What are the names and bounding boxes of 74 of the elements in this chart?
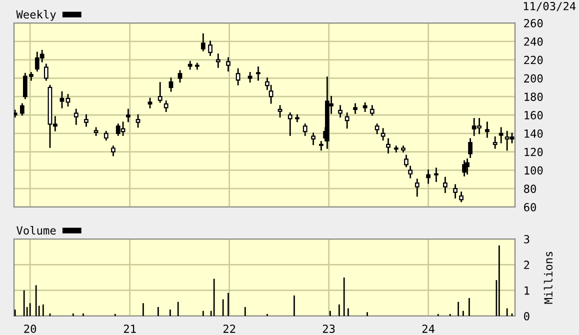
candlestick: [465, 158, 470, 175]
candlestick: [485, 122, 490, 138]
candlestick: [408, 166, 413, 178]
candlestick: [370, 105, 374, 116]
candlestick: [226, 57, 230, 72]
y-tick-label: 240: [524, 37, 543, 46]
candlestick: [380, 128, 386, 141]
candlestick: [111, 146, 116, 156]
x-tick-label: 23: [322, 324, 335, 333]
candlestick: [200, 33, 206, 52]
candlestick: [353, 103, 358, 114]
candlestick: [66, 94, 70, 106]
candlestick: [148, 98, 152, 108]
candlestick: [386, 138, 390, 154]
candlestick: [248, 72, 252, 83]
y-tick-label: 180: [524, 92, 543, 102]
y-tick-label: 3: [524, 235, 530, 244]
y-axis-title: Millions: [544, 252, 553, 304]
legend-label: Volume: [16, 226, 56, 235]
candlestick: [443, 176, 448, 193]
y-tick-label: 80: [524, 184, 536, 194]
candlestick: [434, 168, 438, 182]
candlestick: [20, 103, 24, 116]
candlestick: [459, 192, 464, 202]
candlestick: [236, 68, 240, 86]
candlestick: [74, 108, 78, 125]
candlestick: [311, 132, 316, 146]
candlestick: [468, 138, 472, 158]
y-tick-label: 1: [524, 286, 530, 295]
candlestick: [462, 160, 466, 176]
candlestick: [268, 84, 274, 104]
candlestick: [295, 114, 300, 122]
candlestick: [158, 82, 162, 103]
candlestick: [278, 105, 282, 118]
candlestick: [302, 124, 308, 136]
candlestick: [126, 108, 130, 122]
y-tick-label: 0: [524, 312, 530, 320]
y-tick-label: 220: [524, 56, 543, 64]
candlestick: [344, 112, 350, 129]
y-tick-label: 2: [524, 260, 530, 269]
legend-label: Weekly: [16, 10, 56, 21]
y-tick-label: 100: [524, 166, 543, 175]
candlestick: [374, 124, 380, 134]
candlestick: [136, 114, 140, 128]
candlestick: [338, 105, 342, 118]
y-tick-label: 200: [524, 74, 543, 83]
y-tick-label: 120: [524, 148, 543, 156]
candlestick: [44, 64, 48, 81]
candlestick: [60, 91, 64, 108]
candlestick: [453, 184, 458, 198]
x-tick-label: 24: [422, 324, 434, 333]
candlestick: [414, 178, 420, 197]
y-tick-label: 140: [524, 129, 543, 138]
y-tick-label: 160: [524, 111, 543, 120]
x-tick-label: 20: [24, 324, 36, 333]
candlestick: [498, 127, 504, 144]
candlestick: [216, 54, 220, 68]
candlestick: [208, 40, 212, 56]
candlestick: [404, 154, 408, 168]
candlestick: [164, 100, 168, 112]
x-tick-label: 22: [223, 324, 236, 333]
candlestick: [256, 66, 260, 81]
y-tick-label: 260: [524, 19, 543, 28]
candlestick: [492, 136, 498, 149]
text: 11/03/24: [524, 2, 576, 12]
candlestick: [168, 78, 174, 92]
candlestick: [178, 70, 182, 83]
x-tick-label: 21: [124, 324, 136, 333]
candlestick: [84, 114, 88, 127]
candlestick: [426, 170, 431, 184]
y-tick-label: 60: [524, 203, 536, 212]
candlestick: [319, 140, 324, 151]
candlestick: [394, 146, 398, 152]
candlestick: [288, 112, 292, 136]
